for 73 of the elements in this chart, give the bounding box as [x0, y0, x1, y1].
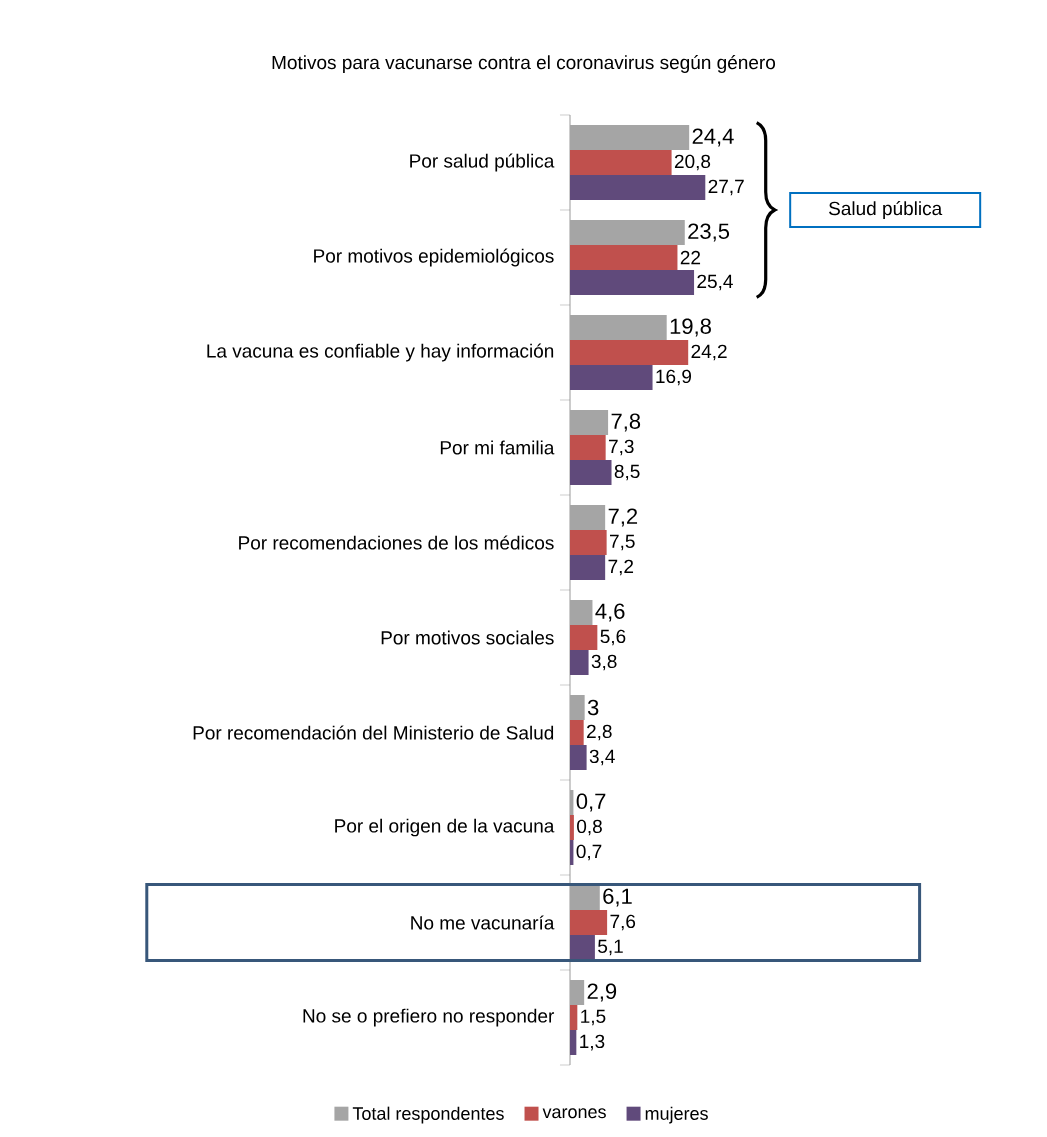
- data-label: 0,7: [576, 793, 606, 812]
- bar: [570, 935, 595, 961]
- bar: [570, 625, 598, 650]
- data-label: 7,8: [611, 413, 641, 432]
- bar: [570, 910, 608, 936]
- text: Salud pública: [829, 201, 943, 219]
- data-label: 4,6: [595, 603, 625, 622]
- bar: [570, 695, 585, 721]
- bar: [570, 555, 606, 581]
- data-label: 19,8: [670, 318, 711, 337]
- y-tick-label: Por mi familia: [440, 440, 555, 455]
- bar: [570, 150, 672, 175]
- data-label: 2,9: [587, 983, 617, 1002]
- bar: [570, 885, 600, 911]
- y-tick-label: No se o prefiero no responder: [303, 1008, 555, 1027]
- data-label: 27,7: [708, 179, 744, 196]
- data-label: 24,4: [692, 128, 734, 147]
- y-tick-label: Por el origen de la vacuna: [335, 818, 555, 837]
- bar: [570, 460, 612, 485]
- bar: [570, 315, 667, 340]
- legend-label: Total respondentes: [352, 1106, 504, 1124]
- data-label: 1,5: [581, 1009, 606, 1026]
- data-label: 7,3: [609, 439, 634, 456]
- bar: [570, 175, 706, 200]
- y-tick-label: Por recomendación del Ministerio de Salud: [193, 725, 554, 740]
- bar: [570, 720, 584, 745]
- data-label: 7,2: [608, 508, 638, 527]
- legend-label: varones: [542, 1108, 606, 1119]
- data-label: 22: [680, 250, 701, 265]
- bar: [570, 125, 690, 150]
- data-label: 3,4: [589, 749, 615, 766]
- data-label: 20,8: [674, 154, 711, 171]
- chart-title: Motivos para vacunarse contra el coronavirus según género: [272, 55, 776, 73]
- data-label: 1,3: [580, 1034, 605, 1051]
- bar: [570, 600, 593, 625]
- data-label: 16,9: [656, 369, 692, 386]
- data-label: 2,8: [587, 724, 612, 741]
- data-label: 3,8: [591, 654, 617, 671]
- y-tick-label: Por motivos epidemiológicos: [314, 248, 554, 267]
- bar: [570, 245, 678, 270]
- data-label: 5,1: [598, 939, 623, 956]
- bar: [570, 530, 607, 555]
- data-label: 25,4: [697, 274, 733, 291]
- data-label: 23,5: [688, 223, 730, 242]
- data-label: 8,5: [614, 464, 640, 481]
- y-tick-label: No me vacunaría: [411, 915, 555, 930]
- bar: [570, 365, 653, 390]
- bar: [570, 270, 695, 295]
- bar: [570, 505, 606, 530]
- y-tick-label: Por salud pública: [410, 153, 555, 172]
- y-tick-label: La vacuna es confiable y hay información: [207, 343, 554, 362]
- bar: [570, 220, 685, 245]
- bar: [570, 1005, 578, 1031]
- y-tick-label: Por recomendaciones de los médicos: [239, 535, 554, 550]
- bar: [570, 435, 606, 460]
- bar: [570, 745, 587, 770]
- bar: [570, 980, 585, 1006]
- data-label: 7,2: [608, 559, 634, 576]
- bar: [570, 1030, 577, 1056]
- bar: [570, 815, 574, 841]
- data-label: 5,6: [600, 629, 626, 646]
- data-label: 0,7: [576, 844, 602, 861]
- data-label: 24,2: [691, 344, 727, 361]
- data-label: 7,5: [610, 534, 635, 551]
- data-label: 6,1: [603, 888, 632, 907]
- y-tick-label: Por motivos sociales: [381, 630, 554, 645]
- data-label: 7,6: [610, 914, 636, 931]
- legend-label: mujeres: [645, 1106, 708, 1124]
- data-label: 0,8: [577, 819, 602, 836]
- bar: [570, 650, 589, 675]
- bar: [570, 410, 609, 435]
- bar: [570, 340, 689, 365]
- data-label: 3: [587, 699, 599, 716]
